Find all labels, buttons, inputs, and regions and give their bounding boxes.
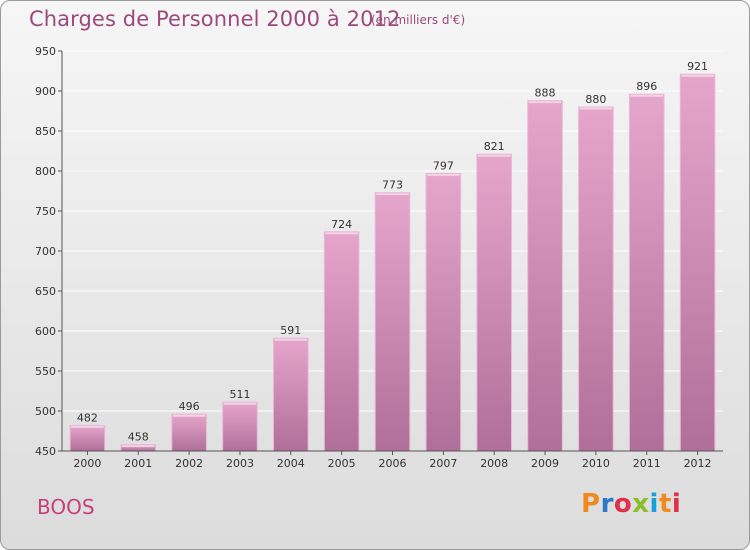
y-tick-label: 850 [35,125,56,138]
chart-subtitle: (en milliers d'€) [371,13,466,27]
data-label-2002: 496 [179,400,200,413]
data-label-2008: 821 [484,140,505,153]
bar-2010 [578,106,614,452]
data-label-2007: 797 [433,159,454,172]
x-tick-label: 2007 [429,457,457,470]
logo-letter: i [671,489,682,519]
data-label-2009: 888 [535,87,556,100]
x-tick-label: 2009 [531,457,559,470]
x-tick-label: 2000 [73,457,101,470]
x-tick-label: 2006 [379,457,407,470]
data-label-2005: 724 [331,218,352,231]
y-tick-label: 650 [35,285,56,298]
data-label-2012: 921 [687,60,708,73]
y-tick-label: 450 [35,445,56,458]
data-label-2006: 773 [382,179,403,192]
logo-letter: t [658,489,672,519]
labels: 450 500 550 600 650 700 750 800 850 900 950 482 2000… [35,45,712,470]
x-tick-label: 2011 [633,457,661,470]
y-tick-label: 550 [35,365,56,378]
x-tick-label: 2002 [175,457,203,470]
bar-2002 [171,413,207,452]
bar-2011 [628,93,665,452]
data-label-2011: 896 [636,80,657,93]
bar-2012 [679,73,716,452]
x-tick-label: 2012 [684,457,712,470]
bar-2006 [374,192,411,452]
y-tick-label: 950 [35,45,56,58]
proxiti-logo[interactable]: Proxiti [581,489,681,519]
bar-2007 [425,172,462,452]
y-tick-label: 700 [35,245,56,258]
bars [69,73,716,452]
bar-2009 [527,100,563,452]
data-label-2004: 591 [280,324,301,337]
logo-letter: o [613,489,633,519]
logo-letter: i [649,489,659,519]
data-label-2010: 880 [585,93,606,106]
y-tick-label: 900 [35,85,56,98]
town-name: BOOS [37,495,95,519]
data-label-2003: 511 [229,388,250,401]
chart-title: Charges de Personnel 2000 à 2012 [29,7,401,31]
x-tick-label: 2003 [226,457,254,470]
bar-2004 [273,337,309,452]
bar-2003 [222,401,258,452]
x-tick-label: 2001 [124,457,152,470]
bar-2008 [476,153,512,452]
y-tick-label: 600 [35,325,56,338]
y-tick-label: 500 [35,405,56,418]
x-tick-label: 2008 [480,457,508,470]
x-tick-label: 2004 [277,457,305,470]
y-tick-label: 800 [35,165,56,178]
x-tick-label: 2010 [582,457,610,470]
logo-letter: P [581,489,601,519]
logo-letter: x [632,489,650,519]
bar-2000 [69,424,106,452]
logo-letter: r [600,489,614,519]
x-tick-label: 2005 [328,457,356,470]
axes [58,50,723,455]
data-label-2001: 458 [128,431,149,444]
y-tick-label: 750 [35,205,56,218]
data-label-2000: 482 [77,411,98,424]
bar-2005 [323,231,360,452]
